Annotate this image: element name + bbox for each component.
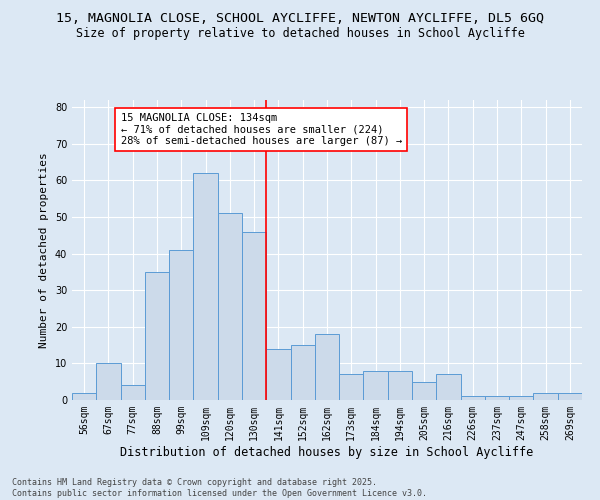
Bar <box>218 214 242 400</box>
Bar <box>388 370 412 400</box>
Bar <box>461 396 485 400</box>
Bar <box>412 382 436 400</box>
Bar <box>533 392 558 400</box>
Bar <box>315 334 339 400</box>
Bar <box>485 396 509 400</box>
Bar <box>96 364 121 400</box>
Bar <box>145 272 169 400</box>
Bar <box>193 173 218 400</box>
Bar <box>169 250 193 400</box>
Bar <box>436 374 461 400</box>
Bar <box>72 392 96 400</box>
Text: 15 MAGNOLIA CLOSE: 134sqm
← 71% of detached houses are smaller (224)
28% of semi: 15 MAGNOLIA CLOSE: 134sqm ← 71% of detac… <box>121 113 402 146</box>
Text: Contains HM Land Registry data © Crown copyright and database right 2025.
Contai: Contains HM Land Registry data © Crown c… <box>12 478 427 498</box>
Text: Size of property relative to detached houses in School Aycliffe: Size of property relative to detached ho… <box>76 28 524 40</box>
Bar <box>121 386 145 400</box>
Bar <box>290 345 315 400</box>
Bar <box>339 374 364 400</box>
Bar <box>364 370 388 400</box>
X-axis label: Distribution of detached houses by size in School Aycliffe: Distribution of detached houses by size … <box>121 446 533 458</box>
Bar <box>558 392 582 400</box>
Y-axis label: Number of detached properties: Number of detached properties <box>39 152 49 348</box>
Bar <box>509 396 533 400</box>
Bar <box>266 349 290 400</box>
Bar <box>242 232 266 400</box>
Text: 15, MAGNOLIA CLOSE, SCHOOL AYCLIFFE, NEWTON AYCLIFFE, DL5 6GQ: 15, MAGNOLIA CLOSE, SCHOOL AYCLIFFE, NEW… <box>56 12 544 26</box>
